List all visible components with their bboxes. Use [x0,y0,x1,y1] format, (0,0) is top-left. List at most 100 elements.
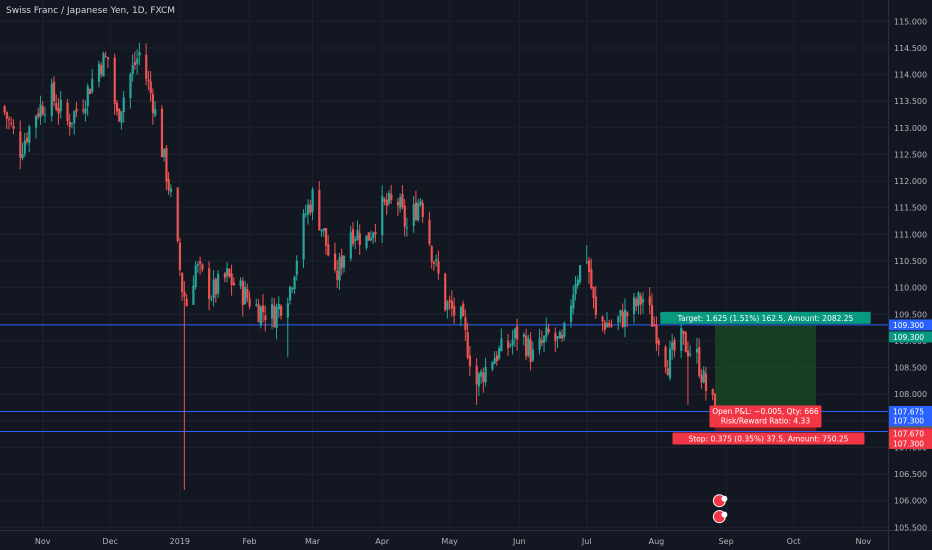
event-marker-dot [721,511,728,518]
candle-body [97,64,101,82]
candle-body [255,304,258,306]
candle-body [401,193,404,207]
candle-body [365,235,368,249]
candle-body [145,54,148,79]
candle-body [275,306,278,328]
stop-label-text: Stop: 0.375 (0.35%) 37.5, Amount: 750.25 [688,434,848,443]
risk-reward-text: Risk/Reward Ratio: 4.33 [721,416,810,425]
candle-body [704,373,708,392]
candle-body [588,260,591,273]
candle-body [176,187,179,241]
candle-body [248,298,251,307]
y-tick-label: 113.500 [894,97,927,106]
candle-body [100,65,103,75]
candle-body [585,261,588,263]
candle-body [700,375,703,383]
candle-body [698,347,701,376]
candle-body [527,338,530,356]
candle-body [354,239,357,241]
candle-body [185,298,188,307]
x-tick-label: Aug [649,537,665,546]
candle-body [511,339,514,346]
candle-body [136,58,139,64]
candle-body [516,326,519,340]
candle-body [619,310,622,316]
candle-body [610,325,613,327]
candle-body [37,113,40,117]
candle-body [43,114,47,116]
x-tick-label: Feb [242,537,256,546]
candle-body [194,265,197,287]
y-tick-label: 112.000 [894,177,927,186]
candle-body [118,108,121,122]
candle-body [277,304,280,310]
candle-body [342,256,346,268]
candle-body [271,304,274,319]
pnl-box [709,405,822,428]
candle-body [192,285,195,305]
price-axis-label [889,331,932,343]
x-tick-label: Sep [719,537,734,546]
candle-body [273,305,276,328]
candle-body [57,108,60,114]
price-axis-label-text: 107.300 [893,416,924,425]
candle-body [340,255,343,269]
candle-body [525,335,528,357]
candle-body [435,259,438,261]
candle-body [86,86,89,107]
candle-body [561,334,564,339]
candle-body [217,273,220,294]
candle-body [603,322,606,331]
y-tick-label: 115.000 [894,17,927,26]
candle-body [475,366,478,385]
candle-body [183,291,186,297]
candle-body [495,355,499,362]
candle-body [673,340,676,351]
candle-body [338,257,341,281]
candle-body [309,204,312,213]
candle-body [304,214,307,216]
candle-body [212,279,215,299]
price-axis-label-text: 107.670 [893,430,924,439]
candle-body [230,273,233,285]
candle-body [226,268,229,277]
candle-body [25,137,29,142]
candle-body [169,188,173,193]
candle-body [529,339,532,363]
candle-body [52,81,56,102]
candle-body [668,348,672,379]
candle-body [419,200,422,205]
candle-body [367,232,370,241]
candles [3,42,717,491]
candle-body [66,102,69,122]
candle-body [151,93,155,114]
candle-body [641,298,645,303]
candle-body [383,198,386,202]
candle-body [540,340,543,343]
candle-body [684,332,687,353]
candle-body [356,230,359,240]
event-marker-dot [721,495,728,502]
candle-body [482,372,485,383]
candle-body [3,106,6,113]
candle-body [28,126,31,144]
candle-body [590,269,593,289]
candle-body [228,269,231,277]
candle-body [165,147,168,182]
candle-body [405,227,409,229]
candle-body [572,294,575,309]
candle-body [131,64,134,74]
candle-body [574,283,577,295]
candle-body [232,282,236,286]
candle-body [41,106,44,115]
candle-body [102,53,105,77]
candle-body [120,111,123,123]
candle-body [59,99,62,112]
candle-body [318,189,321,231]
candle-body [369,237,373,241]
candle-body [73,111,76,124]
candle-body [293,276,296,290]
chart-title: Swiss Franc / Japanese Yen, 1D, FXCM [6,6,176,16]
candle-body [432,261,436,264]
